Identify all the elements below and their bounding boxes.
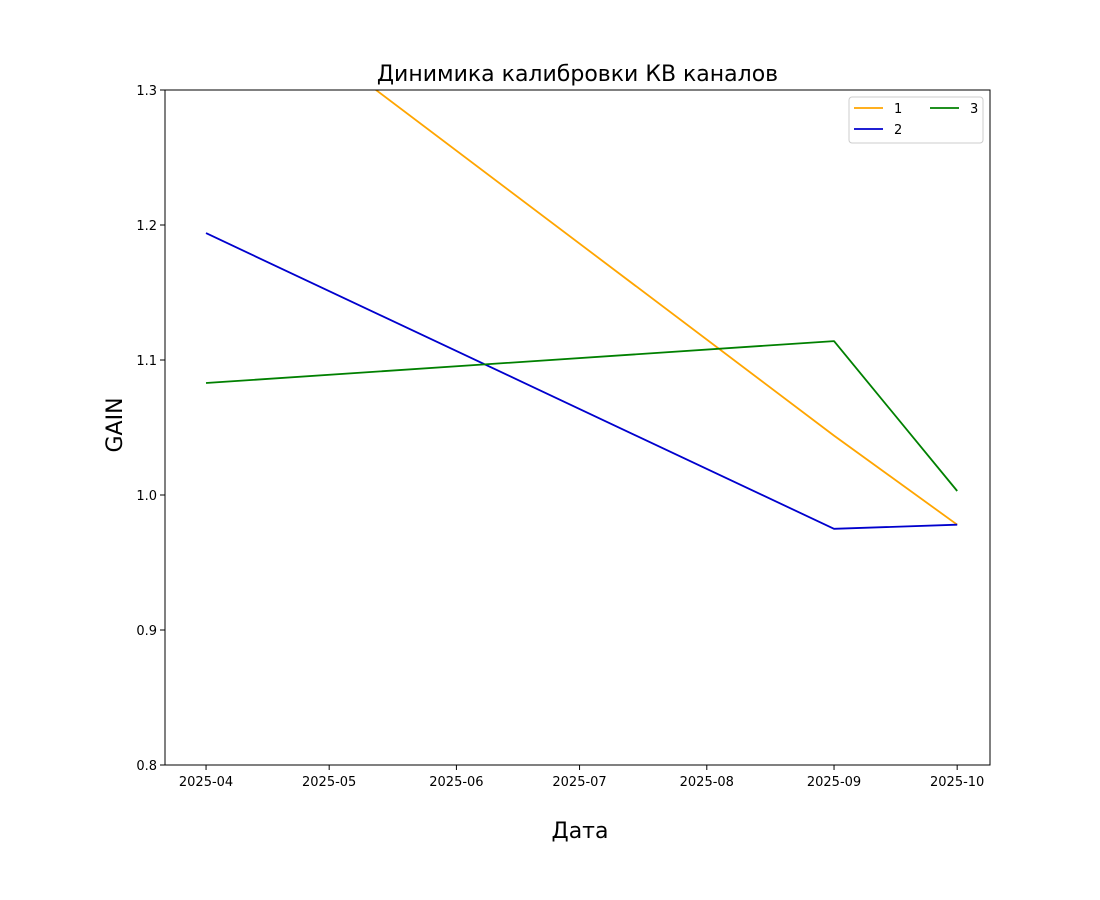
legend-label-2: 2: [894, 123, 902, 138]
y-axis-label: GAIN: [103, 397, 128, 452]
y-tick-label: 1.2: [136, 219, 157, 234]
x-tick-label: 2025-09: [807, 775, 861, 790]
series-1-line: [374, 90, 958, 526]
series-3-line: [205, 340, 958, 492]
legend-label-3: 3: [970, 102, 978, 117]
x-tick-label: 2025-10: [930, 775, 984, 790]
x-tick-label: 2025-04: [179, 775, 233, 790]
x-tick-label: 2025-05: [302, 775, 356, 790]
series-2-line: [205, 232, 958, 530]
x-tick-label: 2025-07: [552, 775, 606, 790]
x-axis-label: Дата: [552, 819, 609, 844]
plot-frame: [164, 89, 991, 766]
legend-label-1: 1: [894, 102, 902, 117]
y-tick-label: 0.9: [136, 624, 157, 639]
y-axis: 0.8 0.9 1.0 1.1 1.2 1.3: [136, 84, 165, 774]
series-layer: [205, 90, 958, 530]
y-tick-label: 1.1: [136, 354, 157, 369]
legend-box: [848, 96, 984, 144]
x-tick-label: 2025-06: [429, 775, 483, 790]
y-tick-label: 1.3: [136, 84, 157, 99]
x-axis: 2025-04 2025-05 2025-06 2025-07 2025-08 2025-…: [179, 765, 984, 790]
y-tick-label: 0.8: [136, 759, 157, 774]
legend: 1 2 3: [848, 96, 984, 144]
y-tick-label: 1.0: [136, 489, 157, 504]
x-tick-label: 2025-08: [680, 775, 734, 790]
chart-title: Динимика калибровки КВ каналов: [377, 62, 778, 87]
